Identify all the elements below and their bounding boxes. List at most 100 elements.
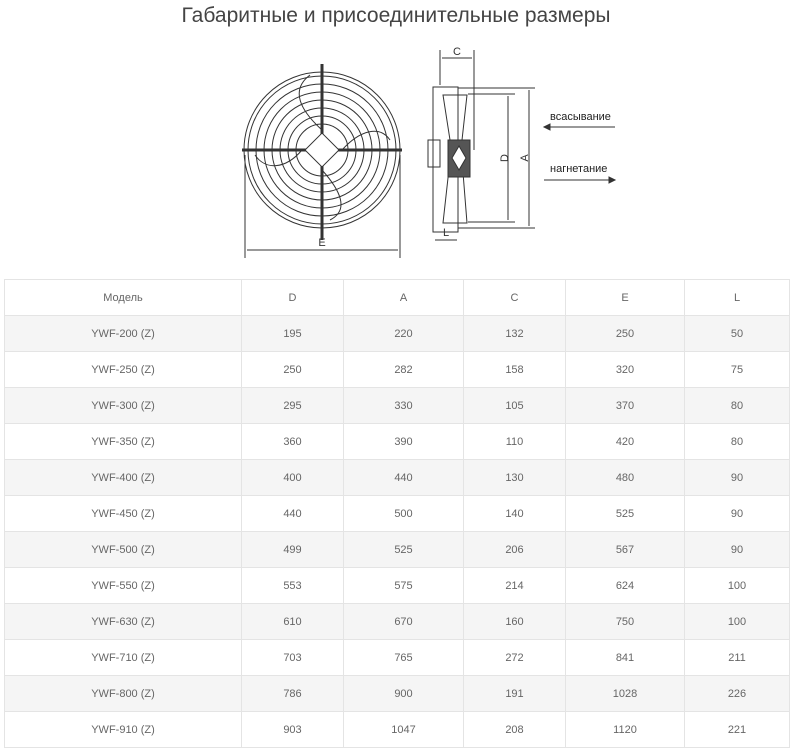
dimension-cell: 400 xyxy=(241,459,344,496)
dimension-cell: 191 xyxy=(463,675,566,712)
dimension-cell: 100 xyxy=(684,567,790,604)
label-suction: всасывание xyxy=(550,111,611,123)
dimension-cell: 610 xyxy=(241,603,344,640)
dimension-cell: 703 xyxy=(241,639,344,676)
column-header: Модель xyxy=(4,279,242,316)
label-a: A xyxy=(519,154,531,162)
table-row: YWF-200 (Z) 195 220 132 250 50 xyxy=(4,315,790,352)
dimension-cell: 553 xyxy=(241,567,344,604)
dimension-cell: 214 xyxy=(463,567,566,604)
column-header: A xyxy=(343,279,464,316)
dimension-cell: 1047 xyxy=(343,711,464,748)
dimension-e: E xyxy=(244,155,401,258)
dimension-cell: 80 xyxy=(684,387,790,424)
model-cell: YWF-250 (Z) xyxy=(4,351,242,388)
label-c: C xyxy=(453,46,461,58)
label-e: E xyxy=(318,237,325,249)
fan-dimension-diagram: E C D A L всасывание нагнетание xyxy=(242,46,617,258)
dimension-cell: 130 xyxy=(463,459,566,496)
airflow-arrows: всасывание нагнетание xyxy=(542,111,617,184)
dimension-cell: 272 xyxy=(463,639,566,676)
label-d: D xyxy=(499,154,511,162)
page-title: Габаритные и присоединительные размеры xyxy=(181,4,611,27)
label-discharge: нагнетание xyxy=(550,163,607,175)
model-cell: YWF-710 (Z) xyxy=(4,639,242,676)
table-row: YWF-800 (Z) 786 900 191 1028 226 xyxy=(4,675,790,712)
dimension-cell: 132 xyxy=(463,315,566,352)
dimension-cell: 250 xyxy=(565,315,685,352)
dimension-cell: 575 xyxy=(343,567,464,604)
dimension-cell: 282 xyxy=(343,351,464,388)
model-cell: YWF-550 (Z) xyxy=(4,567,242,604)
model-cell: YWF-910 (Z) xyxy=(4,711,242,748)
dimension-cell: 110 xyxy=(463,423,566,460)
label-l: L xyxy=(443,227,449,239)
dimensions-table: Модель D A C E L YWF-200 (Z) 195 220 132 250 50 YWF… xyxy=(4,279,790,748)
table-row: YWF-350 (Z) 360 390 110 420 80 xyxy=(4,423,790,460)
dimension-cell: 226 xyxy=(684,675,790,712)
dimension-cell: 105 xyxy=(463,387,566,424)
column-header: E xyxy=(565,279,685,316)
dimensions-side: C D A L xyxy=(435,46,535,241)
model-cell: YWF-200 (Z) xyxy=(4,315,242,352)
dimension-cell: 160 xyxy=(463,603,566,640)
table-row: YWF-450 (Z) 440 500 140 525 90 xyxy=(4,495,790,532)
dimension-cell: 140 xyxy=(463,495,566,532)
dimension-cell: 624 xyxy=(565,567,685,604)
dimension-cell: 500 xyxy=(343,495,464,532)
dimension-cell: 765 xyxy=(343,639,464,676)
dimension-cell: 750 xyxy=(565,603,685,640)
table-row: YWF-500 (Z) 499 525 206 567 90 xyxy=(4,531,790,568)
dimension-cell: 420 xyxy=(565,423,685,460)
dimension-cell: 440 xyxy=(343,459,464,496)
dimension-cell: 250 xyxy=(241,351,344,388)
dimension-cell: 90 xyxy=(684,495,790,532)
model-cell: YWF-630 (Z) xyxy=(4,603,242,640)
table-header-row: Модель D A C E L xyxy=(4,279,790,316)
table-row: YWF-550 (Z) 553 575 214 624 100 xyxy=(4,567,790,604)
model-cell: YWF-800 (Z) xyxy=(4,675,242,712)
model-cell: YWF-300 (Z) xyxy=(4,387,242,424)
column-header: C xyxy=(463,279,566,316)
model-cell: YWF-500 (Z) xyxy=(4,531,242,568)
dimension-cell: 440 xyxy=(241,495,344,532)
dimension-cell: 80 xyxy=(684,423,790,460)
dimension-cell: 480 xyxy=(565,459,685,496)
dimension-cell: 50 xyxy=(684,315,790,352)
dimension-cell: 390 xyxy=(343,423,464,460)
dimension-cell: 211 xyxy=(684,639,790,676)
dimension-cell: 90 xyxy=(684,531,790,568)
dimension-cell: 1120 xyxy=(565,711,685,748)
model-cell: YWF-400 (Z) xyxy=(4,459,242,496)
dimension-cell: 206 xyxy=(463,531,566,568)
dimension-cell: 100 xyxy=(684,603,790,640)
fan-front-view xyxy=(242,64,402,240)
column-header: L xyxy=(684,279,790,316)
dimension-cell: 903 xyxy=(241,711,344,748)
dimension-cell: 499 xyxy=(241,531,344,568)
dimension-cell: 525 xyxy=(565,495,685,532)
dimension-cell: 786 xyxy=(241,675,344,712)
dimension-cell: 670 xyxy=(343,603,464,640)
table-row: YWF-300 (Z) 295 330 105 370 80 xyxy=(4,387,790,424)
dimension-cell: 90 xyxy=(684,459,790,496)
column-header: D xyxy=(241,279,344,316)
dimension-cell: 567 xyxy=(565,531,685,568)
table-row: YWF-630 (Z) 610 670 160 750 100 xyxy=(4,603,790,640)
table-row: YWF-910 (Z) 903 1047 208 1120 221 xyxy=(4,711,790,748)
dimension-cell: 220 xyxy=(343,315,464,352)
dimension-cell: 1028 xyxy=(565,675,685,712)
dimension-cell: 75 xyxy=(684,351,790,388)
dimension-cell: 221 xyxy=(684,711,790,748)
dimension-cell: 360 xyxy=(241,423,344,460)
table-row: YWF-400 (Z) 400 440 130 480 90 xyxy=(4,459,790,496)
dimension-cell: 320 xyxy=(565,351,685,388)
model-cell: YWF-350 (Z) xyxy=(4,423,242,460)
dimension-cell: 158 xyxy=(463,351,566,388)
dimension-cell: 195 xyxy=(241,315,344,352)
dimension-cell: 208 xyxy=(463,711,566,748)
dimension-cell: 330 xyxy=(343,387,464,424)
model-cell: YWF-450 (Z) xyxy=(4,495,242,532)
table-row: YWF-710 (Z) 703 765 272 841 211 xyxy=(4,639,790,676)
dimension-cell: 525 xyxy=(343,531,464,568)
